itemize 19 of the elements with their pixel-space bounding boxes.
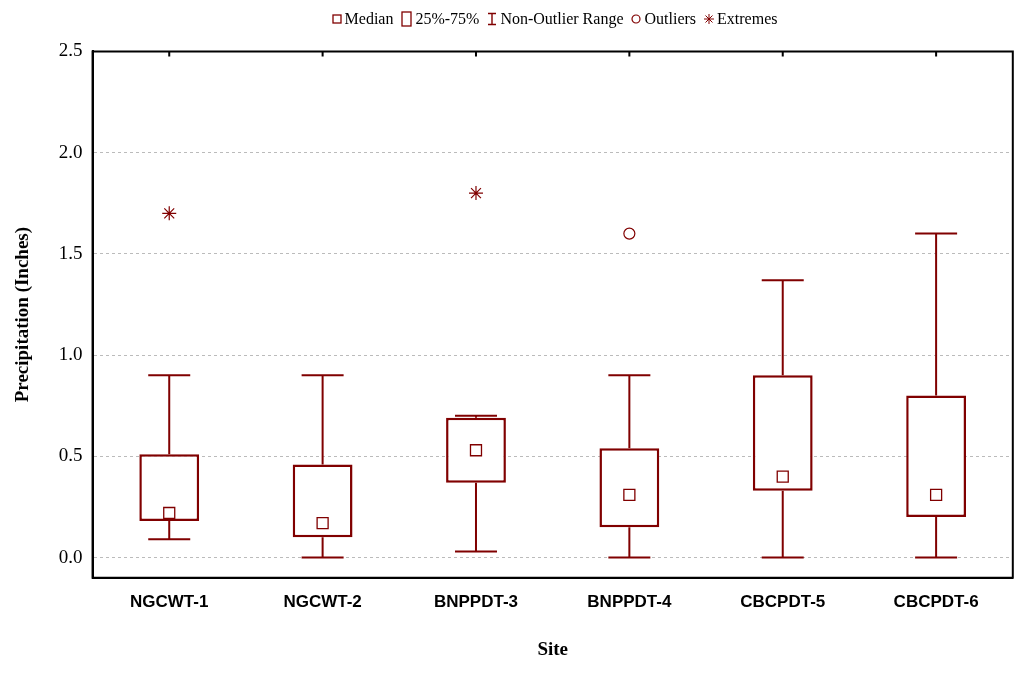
legend-label: Extremes — [717, 10, 778, 28]
y-tick-label: 1.0 — [58, 343, 83, 365]
y-tick-label: 2.0 — [58, 140, 83, 162]
x-tick-label: CBCPDT-5 — [740, 591, 826, 611]
x-tick-label: BNPPDT-3 — [433, 591, 519, 611]
y-tick-label: 2.5 — [58, 39, 83, 61]
text: Non-Outlier Range — [500, 10, 624, 28]
text: Median — [344, 10, 394, 28]
x-tick-label: NGCWT-1 — [130, 591, 209, 611]
y-axis-title: Precipitation (Inches) — [11, 226, 34, 403]
text: 25%-75% — [415, 10, 480, 28]
y-tick-label: 0.5 — [58, 444, 83, 466]
x-tick-label: NGCWT-2 — [283, 591, 362, 611]
y-tick-label: 0.0 — [58, 545, 83, 567]
y-tick-label: 1.5 — [58, 241, 83, 263]
x-axis-title: Site — [537, 637, 568, 659]
x-tick-label: BNPPDT-4 — [587, 591, 672, 611]
x-tick-label: CBCPDT-6 — [893, 591, 979, 611]
legend-label: Outliers — [644, 10, 697, 28]
